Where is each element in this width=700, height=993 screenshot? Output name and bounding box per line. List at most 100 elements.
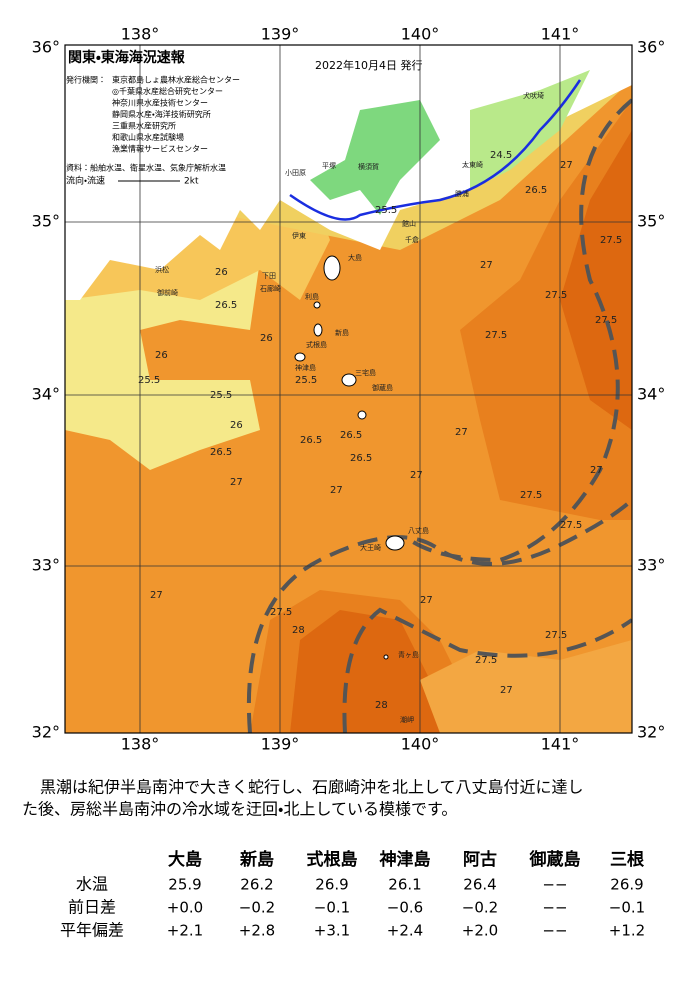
contour-label: 26 (155, 350, 168, 361)
contour-label: 27 (560, 160, 573, 171)
lon-label-top: 141° (541, 25, 580, 44)
table-cell: −0.2 (239, 899, 275, 917)
contour-label: 27.5 (595, 315, 617, 326)
lat-label-left: 32° (32, 723, 60, 742)
contour-label: 28 (375, 700, 388, 711)
row-label: 前日差 (68, 898, 116, 917)
table-cell: −0.1 (314, 899, 350, 917)
contour-label: 24.5 (490, 150, 512, 161)
contour-label: 25.5 (210, 390, 232, 401)
contour-label: 26 (230, 420, 243, 431)
table-cell: +2.4 (387, 922, 423, 940)
contour-label: 27.5 (560, 520, 582, 531)
publisher: 東京都島しょ農林水産総合センター (112, 75, 240, 85)
map-background (65, 45, 632, 733)
place-label: 館山 (402, 219, 416, 228)
place-label: 横須賀 (358, 162, 379, 171)
place-label: 石廊崎 (260, 284, 281, 293)
contour-label: 27 (590, 465, 603, 476)
contour-label: 26 (215, 267, 228, 278)
lon-label-top: 140° (401, 25, 440, 44)
table-cell: 26.4 (463, 876, 496, 894)
contour-label: 27 (410, 470, 423, 481)
contour-label: 27.5 (520, 490, 542, 501)
legend-speed: 2kt (184, 177, 199, 187)
contour-label: 26 (260, 333, 273, 344)
publisher: 静岡県水産・海洋技術研究所 (112, 109, 211, 119)
publisher: 神奈川県水産技術センター (112, 98, 208, 108)
contour-label: 27 (500, 685, 513, 696)
table-cell: +2.0 (462, 922, 498, 940)
contour-label: 26.5 (350, 453, 372, 464)
publisher: ◎千葉県水産総合研究センター (112, 86, 223, 96)
place-label: 伊東 (292, 231, 306, 240)
lon-label-bottom: 141° (541, 735, 580, 754)
table-cell: +3.1 (314, 922, 350, 940)
description-line: 黒潮は紀伊半島南沖で大きく蛇行し、石廊崎沖を北上して八丈島付近に達し (40, 778, 584, 797)
table-cell: −− (542, 922, 567, 940)
table-header: 大島 (168, 849, 202, 870)
table-header: 阿古 (463, 849, 497, 870)
place-label: 神津島 (295, 363, 316, 372)
row-label: 水温 (76, 875, 108, 894)
place-label: 利島 (305, 292, 319, 301)
lon-label-bottom: 140° (401, 735, 440, 754)
place-label: 潮岬 (400, 715, 414, 724)
table-cell: +2.1 (167, 922, 203, 940)
table-cell: 26.9 (315, 876, 348, 894)
map-title: 関東・東海海況速報 (68, 49, 186, 66)
table-cell: +2.8 (239, 922, 275, 940)
map-date: 2022年10月4日 発行 (315, 58, 423, 72)
contour-label: 26.5 (300, 435, 322, 446)
table-header: 式根島 (307, 849, 358, 870)
table-cell: 25.9 (168, 876, 201, 894)
place-label: 大王崎 (360, 543, 381, 552)
contour-label: 27 (480, 260, 493, 271)
place-label: 犬吠埼 (523, 91, 544, 100)
lon-label-bottom: 138° (121, 735, 160, 754)
contour-label: 27.5 (270, 607, 292, 618)
table-cell: −− (542, 876, 567, 894)
lat-label-left: 33° (32, 556, 60, 575)
place-label: 三宅島 (355, 368, 376, 377)
table-header: 新島 (239, 849, 274, 870)
place-label: 御蔵島 (372, 383, 393, 392)
place-label: 八丈島 (408, 526, 429, 535)
table-cell: 26.2 (240, 876, 273, 894)
table-header: 御蔵島 (529, 849, 581, 870)
row-label: 平年偏差 (60, 921, 124, 940)
map-frame (64, 44, 633, 734)
table-header: 三根 (610, 849, 645, 870)
publisher: 漁業情報サービスセンター (112, 144, 208, 154)
place-label: 青ヶ島 (398, 650, 419, 659)
contour-label: 27 (230, 477, 243, 488)
publisher: 和歌山県水産試験場 (112, 132, 184, 142)
place-label: 千倉 (405, 235, 419, 244)
place-label: 式根島 (306, 340, 327, 349)
lat-label-left: 34° (32, 385, 60, 404)
table-cell: −0.2 (462, 899, 498, 917)
place-label: 平塚 (322, 161, 336, 170)
contour-label: 25.5 (138, 375, 160, 386)
place-label: 御前崎 (157, 288, 178, 297)
description: 黒潮は紀伊半島南沖で大きく蛇行し、石廊崎沖を北上して八丈島付近に達した後、房総半… (22, 778, 584, 819)
place-label: 小田原 (285, 168, 306, 177)
table-cell: 26.9 (610, 876, 643, 894)
place-label: 浜松 (155, 265, 169, 274)
contour-label: 26.5 (210, 447, 232, 458)
description-line: た後、房総半島南沖の冷水域を迂回・北上している模様です。 (22, 800, 457, 819)
place-label: 太東崎 (462, 160, 483, 169)
table-cell: +1.2 (609, 922, 645, 940)
contour-label: 27 (150, 590, 163, 601)
table-cell: +0.0 (167, 899, 203, 917)
contour-label: 27 (420, 595, 433, 606)
lat-label-left: 36° (32, 38, 60, 57)
legend-label: 流向・流速 (66, 175, 105, 187)
data-source: 資料：船舶水温、衛星水温、気象庁解析水温 (66, 163, 226, 173)
contour-label: 26.5 (215, 300, 237, 311)
contour-label: 27.5 (600, 235, 622, 246)
contour-label: 27.5 (545, 290, 567, 301)
contour-label: 28 (292, 625, 305, 636)
